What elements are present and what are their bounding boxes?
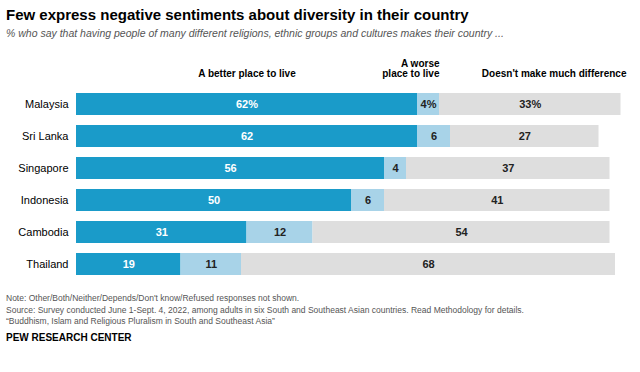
html-text:PEW RESEARCH CENTER: PEW RESEARCH CENTER xyxy=(6,331,132,343)
svg-text:Singapore: Singapore xyxy=(18,162,68,174)
svg-text:12: 12 xyxy=(274,226,286,238)
svg-text:6: 6 xyxy=(431,130,437,142)
svg-text:50: 50 xyxy=(208,194,220,206)
svg-text:A worseplace to live: A worseplace to live xyxy=(382,58,440,79)
svg-text:Malaysia: Malaysia xyxy=(25,98,69,110)
svg-text:68: 68 xyxy=(422,258,434,270)
svg-text:37: 37 xyxy=(502,162,514,174)
svg-text:A better place to live: A better place to live xyxy=(198,68,296,79)
svg-text:56: 56 xyxy=(224,162,236,174)
svg-text:33%: 33% xyxy=(519,98,541,110)
html-text:Few express negative sentiment: Few express negative sentiments about di… xyxy=(6,6,469,23)
svg-text:Sri Lanka: Sri Lanka xyxy=(22,130,69,142)
html-text:Note: Other/Both/Neither/Depen: Note: Other/Both/Neither/Depends/Don't k… xyxy=(6,293,300,303)
svg-text:6: 6 xyxy=(365,194,371,206)
html-text:“Buddhism, Islam and Religious: “Buddhism, Islam and Religious Pluralism… xyxy=(6,316,275,326)
svg-text:4: 4 xyxy=(392,162,399,174)
svg-text:4%: 4% xyxy=(421,98,437,110)
html-text:Source: Survey conducted June: Source: Survey conducted June 1-Sept. 4,… xyxy=(6,304,524,315)
svg-text:62: 62 xyxy=(241,130,253,142)
html-text:% who say that having people o: % who say that having people of many dif… xyxy=(6,27,504,39)
svg-text:54: 54 xyxy=(455,226,468,238)
svg-text:Indonesia: Indonesia xyxy=(21,194,70,206)
svg-text:Thailand: Thailand xyxy=(26,258,68,270)
svg-text:41: 41 xyxy=(491,194,503,206)
svg-text:11: 11 xyxy=(205,258,217,270)
svg-text:Cambodia: Cambodia xyxy=(18,226,69,238)
svg-text:62%: 62% xyxy=(236,98,258,110)
svg-text:31: 31 xyxy=(156,226,168,238)
svg-text:19: 19 xyxy=(123,258,135,270)
svg-text:Doesn't make much difference: Doesn't make much difference xyxy=(482,68,627,79)
svg-text:27: 27 xyxy=(519,130,531,142)
